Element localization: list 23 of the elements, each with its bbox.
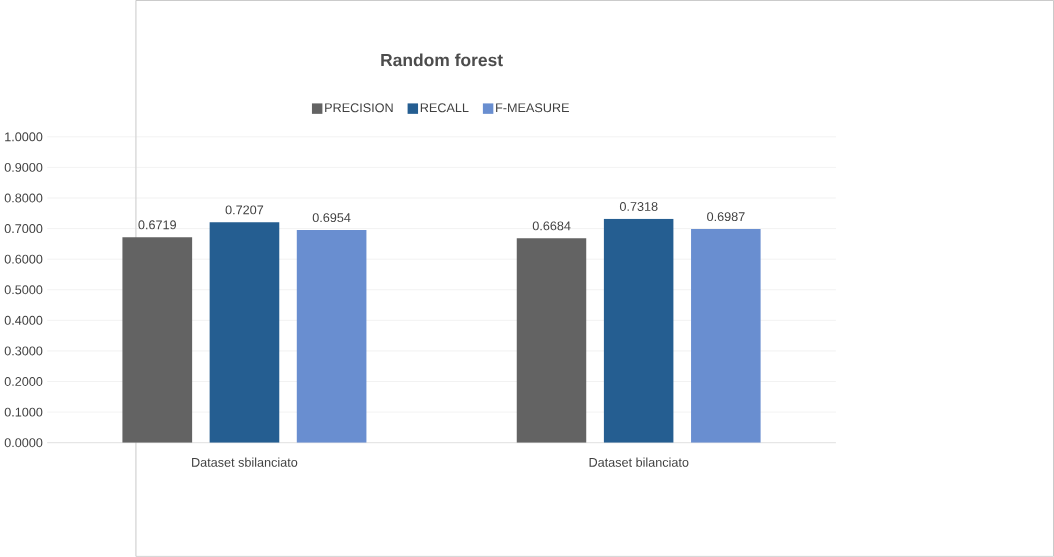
y-tick-label: 0.3000 (4, 346, 43, 356)
y-tick-label: 1.0000 (5, 132, 43, 142)
y-tick-label: 0.2000 (4, 377, 43, 387)
y-tick-label: 0.5000 (4, 285, 43, 295)
y-tick-label: 0.7000 (4, 224, 43, 234)
data-label: 0.7207 (225, 205, 264, 215)
x-tick-label: Dataset bilanciato (589, 457, 689, 467)
legend-label: PRECISION (325, 103, 393, 113)
y-tick-label: 0.1000 (4, 407, 43, 417)
y-tick-label: 0.8000 (4, 193, 43, 203)
data-label: 0.6719 (138, 220, 176, 230)
chart-title: Random forest (381, 53, 503, 67)
y-tick-label: 0.6000 (4, 254, 43, 264)
y-tick-label: 0.0000 (4, 438, 43, 448)
x-tick-label: Dataset sbilanciato (192, 457, 298, 467)
data-label: 0.6684 (532, 221, 571, 231)
data-label: 0.6954 (312, 213, 351, 223)
data-label: 0.6987 (707, 212, 745, 222)
y-tick-label: 0.9000 (4, 162, 43, 172)
y-tick-label: 0.4000 (4, 315, 43, 325)
legend-label: F-MEASURE (496, 103, 569, 113)
legend-label: RECALL (420, 103, 469, 113)
data-label: 0.7318 (619, 202, 658, 212)
